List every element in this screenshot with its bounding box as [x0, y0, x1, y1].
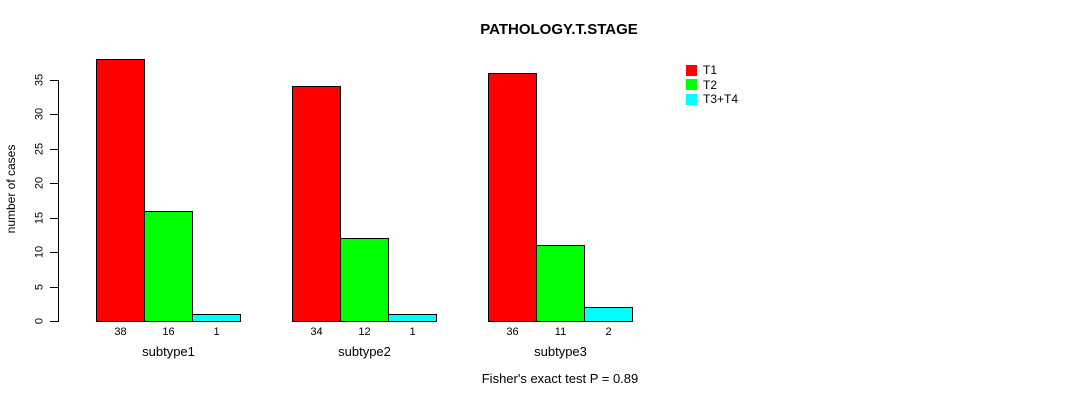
bar-value-label: 34 [310, 326, 323, 338]
y-axis-tick [50, 320, 58, 322]
chart-title: PATHOLOGY.T.STAGE [480, 21, 638, 38]
legend-label: T1 [703, 63, 718, 77]
legend-item-T2: T2 [686, 79, 717, 91]
bar-value-label: 2 [605, 326, 612, 338]
bar-subtype1-T2 [144, 211, 193, 322]
y-axis-tick [50, 251, 58, 253]
bar-value-label: 38 [114, 326, 127, 338]
legend-swatch-T2 [686, 79, 697, 90]
bar-value-label: 11 [554, 326, 567, 338]
bar-subtype3-T1 [488, 73, 537, 322]
annotation-fishers-test: Fisher's exact test P = 0.89 [481, 371, 639, 386]
y-axis-line [58, 79, 59, 322]
legend-item-T1: T1 [686, 64, 717, 76]
legend-swatch-T1 [686, 64, 697, 76]
bar-value-label: 16 [162, 326, 175, 338]
y-axis-tick [50, 217, 58, 219]
legend-label: T2 [703, 77, 718, 92]
bar-subtype1-T3+T4 [192, 314, 241, 322]
bar-subtype2-T1 [292, 86, 341, 322]
y-axis-tick [50, 148, 58, 150]
bar-value-label: 1 [409, 326, 416, 338]
legend-label: T3+T4 [703, 92, 739, 106]
bar-value-label: 1 [213, 326, 220, 338]
bar-subtype3-T3+T4 [584, 307, 633, 322]
category-label: subtype3 [534, 344, 587, 359]
bar-subtype1-T1 [96, 59, 145, 322]
bar-value-label: 36 [506, 326, 519, 338]
category-label: subtype2 [338, 344, 391, 359]
bar-value-label: 12 [358, 326, 371, 338]
y-axis-tick [50, 113, 58, 115]
legend-swatch-T3+T4 [686, 93, 697, 105]
legend-item-T3+T4: T3+T4 [686, 93, 738, 105]
y-axis-tick [50, 286, 58, 288]
bar-subtype2-T2 [340, 238, 389, 322]
category-label: subtype1 [142, 344, 195, 359]
y-axis-tick [50, 182, 58, 184]
bar-subtype3-T2 [536, 245, 585, 322]
y-axis-tick [50, 79, 58, 81]
bar-subtype2-T3+T4 [388, 314, 437, 322]
